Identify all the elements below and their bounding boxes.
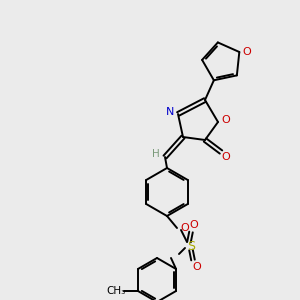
Text: O: O (222, 152, 230, 162)
Text: O: O (181, 223, 189, 233)
Text: S: S (187, 239, 195, 253)
Text: N: N (166, 107, 174, 117)
Text: O: O (190, 220, 198, 230)
Text: H: H (152, 149, 160, 159)
Text: CH₃: CH₃ (106, 286, 126, 296)
Text: O: O (222, 115, 230, 125)
Text: O: O (242, 47, 251, 57)
Text: O: O (193, 262, 201, 272)
